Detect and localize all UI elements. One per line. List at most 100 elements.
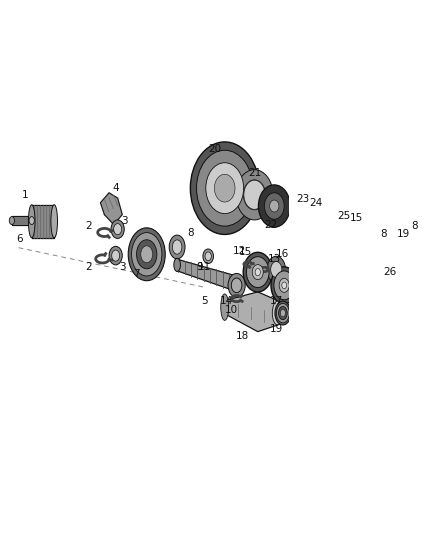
Text: 4: 4: [113, 183, 119, 193]
Text: 25: 25: [337, 211, 350, 221]
Ellipse shape: [279, 278, 289, 293]
Ellipse shape: [228, 273, 245, 297]
Ellipse shape: [267, 256, 286, 282]
Ellipse shape: [325, 214, 349, 246]
Text: 19: 19: [396, 229, 410, 239]
Ellipse shape: [258, 185, 290, 227]
Ellipse shape: [400, 230, 413, 248]
Ellipse shape: [252, 264, 263, 280]
Ellipse shape: [307, 209, 321, 229]
Ellipse shape: [137, 240, 157, 269]
Ellipse shape: [141, 246, 153, 263]
Ellipse shape: [310, 213, 318, 225]
Text: 3: 3: [121, 216, 127, 226]
Text: 12: 12: [233, 246, 246, 256]
Ellipse shape: [173, 240, 182, 254]
Ellipse shape: [390, 239, 400, 252]
Ellipse shape: [372, 239, 381, 253]
Ellipse shape: [231, 278, 242, 293]
Text: 24: 24: [309, 198, 322, 208]
Ellipse shape: [379, 251, 390, 265]
Text: 2: 2: [85, 221, 92, 231]
Polygon shape: [225, 292, 278, 332]
Ellipse shape: [303, 204, 325, 235]
Text: 18: 18: [236, 330, 249, 341]
Ellipse shape: [9, 216, 14, 224]
Text: 19: 19: [270, 324, 283, 334]
Ellipse shape: [243, 252, 272, 292]
Polygon shape: [100, 193, 122, 224]
Text: 8: 8: [412, 221, 418, 231]
Text: 2: 2: [85, 262, 92, 272]
Ellipse shape: [51, 205, 57, 238]
Ellipse shape: [344, 219, 370, 256]
Ellipse shape: [206, 163, 244, 214]
Text: 15: 15: [239, 247, 252, 257]
Ellipse shape: [244, 180, 265, 210]
Ellipse shape: [302, 217, 306, 221]
Text: 3: 3: [119, 262, 126, 272]
Text: 16: 16: [276, 249, 290, 259]
Ellipse shape: [293, 207, 301, 218]
Text: 8: 8: [380, 229, 387, 239]
Ellipse shape: [203, 249, 213, 263]
Ellipse shape: [291, 204, 304, 222]
Text: 15: 15: [350, 213, 364, 223]
Text: 26: 26: [383, 267, 396, 277]
Ellipse shape: [270, 200, 279, 212]
Text: 14: 14: [220, 295, 233, 305]
Text: 7: 7: [134, 269, 140, 279]
Ellipse shape: [205, 252, 212, 261]
Ellipse shape: [274, 271, 294, 300]
Ellipse shape: [330, 220, 344, 239]
Text: 20: 20: [208, 143, 221, 154]
Ellipse shape: [29, 216, 34, 224]
Text: 13: 13: [268, 254, 281, 264]
Text: 8: 8: [187, 228, 194, 238]
Text: 10: 10: [225, 305, 238, 316]
Ellipse shape: [271, 262, 282, 277]
Ellipse shape: [111, 220, 124, 238]
Ellipse shape: [370, 238, 399, 277]
Text: 9: 9: [196, 262, 203, 272]
Ellipse shape: [191, 142, 259, 235]
Ellipse shape: [231, 278, 242, 293]
Ellipse shape: [197, 150, 253, 226]
Polygon shape: [12, 216, 32, 224]
Ellipse shape: [215, 174, 235, 202]
Text: 22: 22: [265, 220, 278, 230]
Ellipse shape: [369, 235, 385, 257]
Text: 1: 1: [22, 190, 28, 200]
Ellipse shape: [403, 233, 410, 245]
Ellipse shape: [128, 228, 165, 281]
Text: 23: 23: [296, 195, 309, 205]
Ellipse shape: [341, 215, 373, 260]
Polygon shape: [32, 205, 54, 238]
Ellipse shape: [387, 235, 403, 256]
Ellipse shape: [276, 303, 290, 323]
Ellipse shape: [112, 250, 120, 261]
Ellipse shape: [275, 301, 291, 325]
Ellipse shape: [247, 257, 269, 288]
Ellipse shape: [301, 201, 327, 238]
Ellipse shape: [131, 232, 162, 276]
Ellipse shape: [279, 306, 287, 320]
Ellipse shape: [272, 301, 283, 325]
Ellipse shape: [265, 193, 284, 219]
Ellipse shape: [348, 225, 366, 250]
Ellipse shape: [221, 294, 229, 320]
Text: 21: 21: [248, 168, 261, 178]
Ellipse shape: [169, 235, 185, 259]
Ellipse shape: [235, 276, 241, 292]
Ellipse shape: [374, 243, 395, 272]
Text: 17: 17: [270, 295, 283, 305]
Ellipse shape: [271, 267, 297, 304]
Polygon shape: [176, 259, 238, 292]
Ellipse shape: [282, 282, 286, 289]
Text: 6: 6: [17, 234, 23, 244]
Ellipse shape: [174, 259, 180, 271]
Ellipse shape: [244, 180, 265, 209]
Ellipse shape: [114, 224, 122, 235]
Ellipse shape: [255, 269, 260, 276]
Text: 11: 11: [198, 262, 212, 272]
